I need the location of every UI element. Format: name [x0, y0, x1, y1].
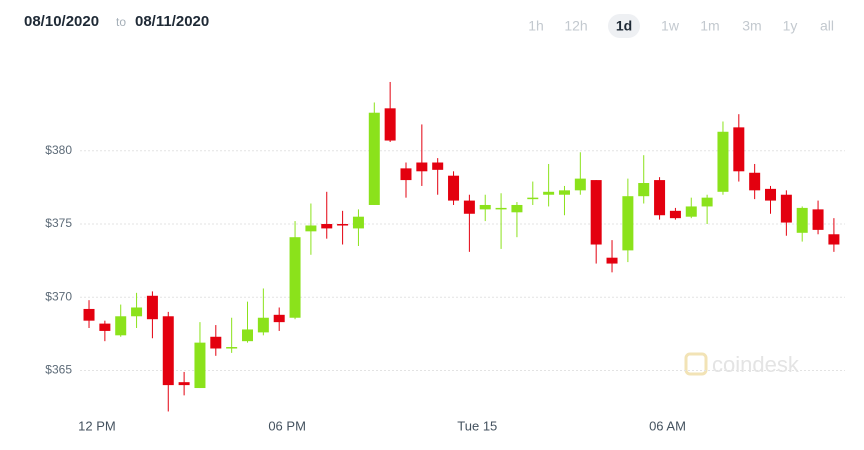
candle-body — [131, 307, 143, 317]
candle-body — [654, 180, 666, 216]
range-button[interactable]: 3m — [742, 18, 761, 34]
y-tick-label: $370 — [45, 289, 72, 303]
candle-body — [590, 180, 602, 245]
candle-body — [242, 329, 254, 342]
candle-body — [749, 172, 761, 191]
y-tick-label: $375 — [45, 216, 72, 230]
candle-body — [432, 162, 444, 170]
range-selector: 1h 12h 1d 1w 1m 3m 1y all — [528, 14, 834, 38]
range-selected-bg — [608, 14, 640, 38]
candle-body — [543, 191, 555, 195]
candle-body — [257, 317, 269, 333]
candle-body — [162, 316, 174, 386]
x-tick-label: 06 AM — [649, 418, 686, 433]
candle-body — [400, 168, 412, 181]
candle-body — [321, 224, 333, 229]
candle-body — [384, 108, 396, 141]
candle-body — [574, 178, 586, 191]
candle-body — [685, 206, 697, 217]
candle-body — [717, 131, 729, 192]
candle-body — [812, 209, 824, 230]
candle-body — [479, 204, 491, 210]
candle-body — [210, 336, 222, 349]
x-tick-label: Tue 15 — [457, 418, 497, 433]
candle-body — [701, 197, 713, 207]
candle-body — [305, 225, 317, 232]
x-tick-label: 12 PM — [78, 418, 116, 433]
candle-body — [115, 316, 127, 336]
candle-body — [606, 257, 618, 264]
candle-body — [83, 308, 95, 321]
candle-body — [289, 237, 301, 318]
candle-body — [796, 207, 808, 233]
candle-body — [178, 382, 190, 386]
candle-body — [638, 183, 650, 197]
range-button[interactable]: 1y — [783, 18, 798, 34]
candle-body — [352, 216, 364, 229]
candle-body — [495, 207, 507, 210]
candle-body — [368, 112, 380, 205]
date-to-word: to — [116, 15, 126, 29]
range-button[interactable]: all — [820, 18, 834, 34]
range-button[interactable]: 1w — [661, 18, 680, 34]
candle-body — [765, 188, 777, 201]
candle-body — [558, 190, 570, 195]
candle-body — [194, 342, 206, 389]
date-to: 08/11/2020 — [135, 13, 209, 30]
candle-body — [448, 175, 460, 201]
watermark: coindesk — [684, 352, 800, 377]
range-button[interactable]: 1d — [616, 18, 632, 34]
watermark-logo — [684, 352, 708, 376]
candle-body — [463, 200, 475, 214]
candle-body — [416, 162, 428, 172]
y-tick-label: $380 — [45, 143, 72, 157]
y-tick-label: $365 — [45, 363, 72, 377]
candle-body — [669, 210, 681, 219]
candle-body — [99, 323, 111, 331]
x-tick-label: 06 PM — [268, 418, 306, 433]
candle-body — [337, 224, 349, 226]
candle-body — [226, 347, 238, 349]
candle-body — [146, 295, 158, 320]
range-button[interactable]: 1m — [700, 18, 719, 34]
candle-body — [828, 234, 840, 245]
range-button[interactable]: 1h — [528, 18, 544, 34]
candle-body — [733, 127, 745, 172]
watermark-text: coindesk — [712, 352, 800, 377]
candle-body — [273, 314, 285, 323]
candle-body — [780, 194, 792, 223]
candle-body — [622, 196, 634, 251]
candle-body — [511, 204, 523, 213]
candle-body — [527, 197, 539, 200]
date-from: 08/10/2020 — [24, 13, 99, 30]
range-button[interactable]: 12h — [564, 18, 587, 34]
